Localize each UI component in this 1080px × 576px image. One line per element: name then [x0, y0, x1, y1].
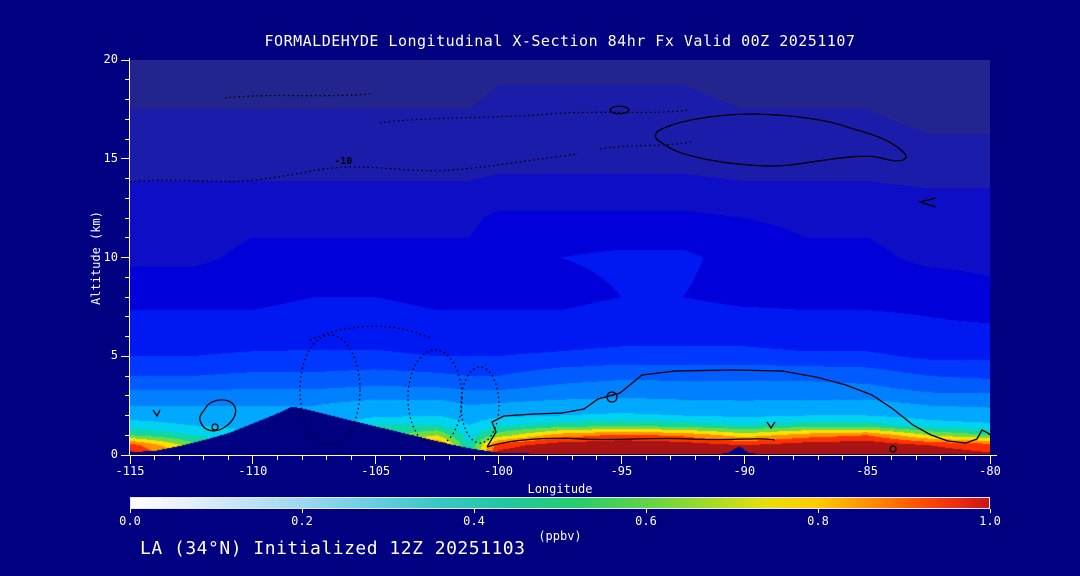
x-minor-tick [350, 456, 352, 460]
x-major-tick [866, 456, 868, 464]
y-minor-tick [125, 197, 130, 199]
x-minor-tick [768, 456, 770, 460]
y-minor-tick [125, 118, 130, 120]
x-tick-label: -115 [115, 464, 145, 478]
x-minor-tick [547, 456, 549, 460]
y-minor-tick [125, 375, 130, 377]
y-minor-tick [125, 415, 130, 416]
y-minor-tick [125, 395, 130, 397]
x-minor-tick [792, 456, 794, 460]
x-minor-tick [670, 456, 672, 460]
x-major-tick [252, 456, 254, 464]
chart-title: FORMALDEHYDE Longitudinal X-Section 84hr… [264, 32, 856, 50]
y-minor-tick [125, 217, 130, 219]
y-tick-label: 10 [103, 249, 118, 264]
colorbar-units-label: (ppbv) [538, 529, 582, 543]
x-minor-tick [227, 456, 229, 460]
x-tick-label: -95 [610, 464, 633, 478]
x-minor-tick [645, 456, 647, 460]
x-minor-tick [571, 456, 573, 460]
x-major-tick [620, 456, 622, 464]
y-major-tick [121, 257, 130, 258]
x-major-tick [375, 456, 377, 464]
x-major-tick [498, 456, 500, 464]
y-tick-label: 0 [110, 447, 118, 461]
y-minor-tick [125, 296, 130, 298]
x-tick-label: -85 [856, 464, 878, 478]
x-tick-label: -100 [484, 464, 514, 478]
x-tick-label: -80 [979, 464, 1001, 478]
x-minor-tick [424, 456, 426, 460]
x-minor-tick [596, 456, 598, 460]
x-minor-tick [203, 456, 205, 460]
x-tick-label: -105 [361, 464, 391, 478]
heatmap-canvas [130, 60, 990, 455]
x-axis-line [126, 455, 997, 456]
y-minor-tick [125, 178, 130, 179]
x-minor-tick [326, 456, 328, 460]
y-major-tick [121, 355, 130, 357]
y-minor-tick [125, 276, 130, 278]
colorbar-tick-label: 1.0 [979, 514, 1001, 528]
y-minor-tick [125, 79, 130, 81]
x-minor-tick [842, 456, 844, 460]
x-major-tick [743, 456, 745, 464]
x-major-tick [989, 456, 991, 464]
x-tick-label: -110 [238, 464, 268, 478]
x-minor-tick [448, 456, 450, 460]
x-minor-tick [301, 456, 303, 460]
y-minor-tick [125, 316, 130, 318]
colorbar-tick [817, 509, 819, 513]
y-tick-label: 5 [110, 348, 118, 363]
y-major-tick [121, 59, 130, 61]
y-major-tick [121, 454, 130, 456]
x-minor-tick [276, 456, 278, 460]
y-major-tick [121, 158, 130, 160]
x-minor-tick [915, 456, 917, 460]
x-minor-tick [891, 456, 893, 460]
colorbar [130, 497, 990, 509]
x-minor-tick [964, 456, 966, 460]
colorbar-tick-label: 0.2 [291, 514, 313, 528]
x-minor-tick [522, 456, 524, 460]
colorbar-tick-label: 0.8 [807, 514, 829, 528]
colorbar-tick-label: 0.0 [119, 514, 141, 528]
colorbar-tick-label: 0.6 [635, 514, 657, 528]
x-minor-tick [694, 456, 696, 460]
colorbar-tick [989, 509, 991, 513]
y-tick-label: 15 [103, 150, 118, 165]
init-label: LA (34°N) Initialized 12Z 20251103 [140, 538, 526, 559]
x-minor-tick [473, 456, 475, 460]
y-minor-tick [125, 138, 130, 140]
x-tick-label: -90 [733, 464, 756, 478]
x-minor-tick [399, 456, 401, 460]
y-minor-tick [125, 99, 130, 100]
contour-label: -10 [334, 155, 353, 167]
colorbar-tick [129, 509, 131, 513]
y-minor-tick [125, 237, 130, 239]
colorbar-tick [645, 509, 647, 513]
y-tick-label: 20 [103, 52, 118, 66]
x-minor-tick [719, 456, 721, 460]
x-minor-tick [940, 456, 942, 460]
colorbar-tick [473, 509, 475, 513]
colorbar-tick-label: 0.4 [463, 514, 485, 528]
y-minor-tick [125, 434, 130, 436]
x-minor-tick [154, 456, 156, 460]
colorbar-tick [301, 509, 303, 513]
x-axis-title: Longitude [527, 482, 593, 496]
y-minor-tick [125, 336, 130, 337]
x-major-tick [129, 456, 131, 464]
x-minor-tick [817, 456, 819, 460]
x-minor-tick [178, 456, 180, 460]
